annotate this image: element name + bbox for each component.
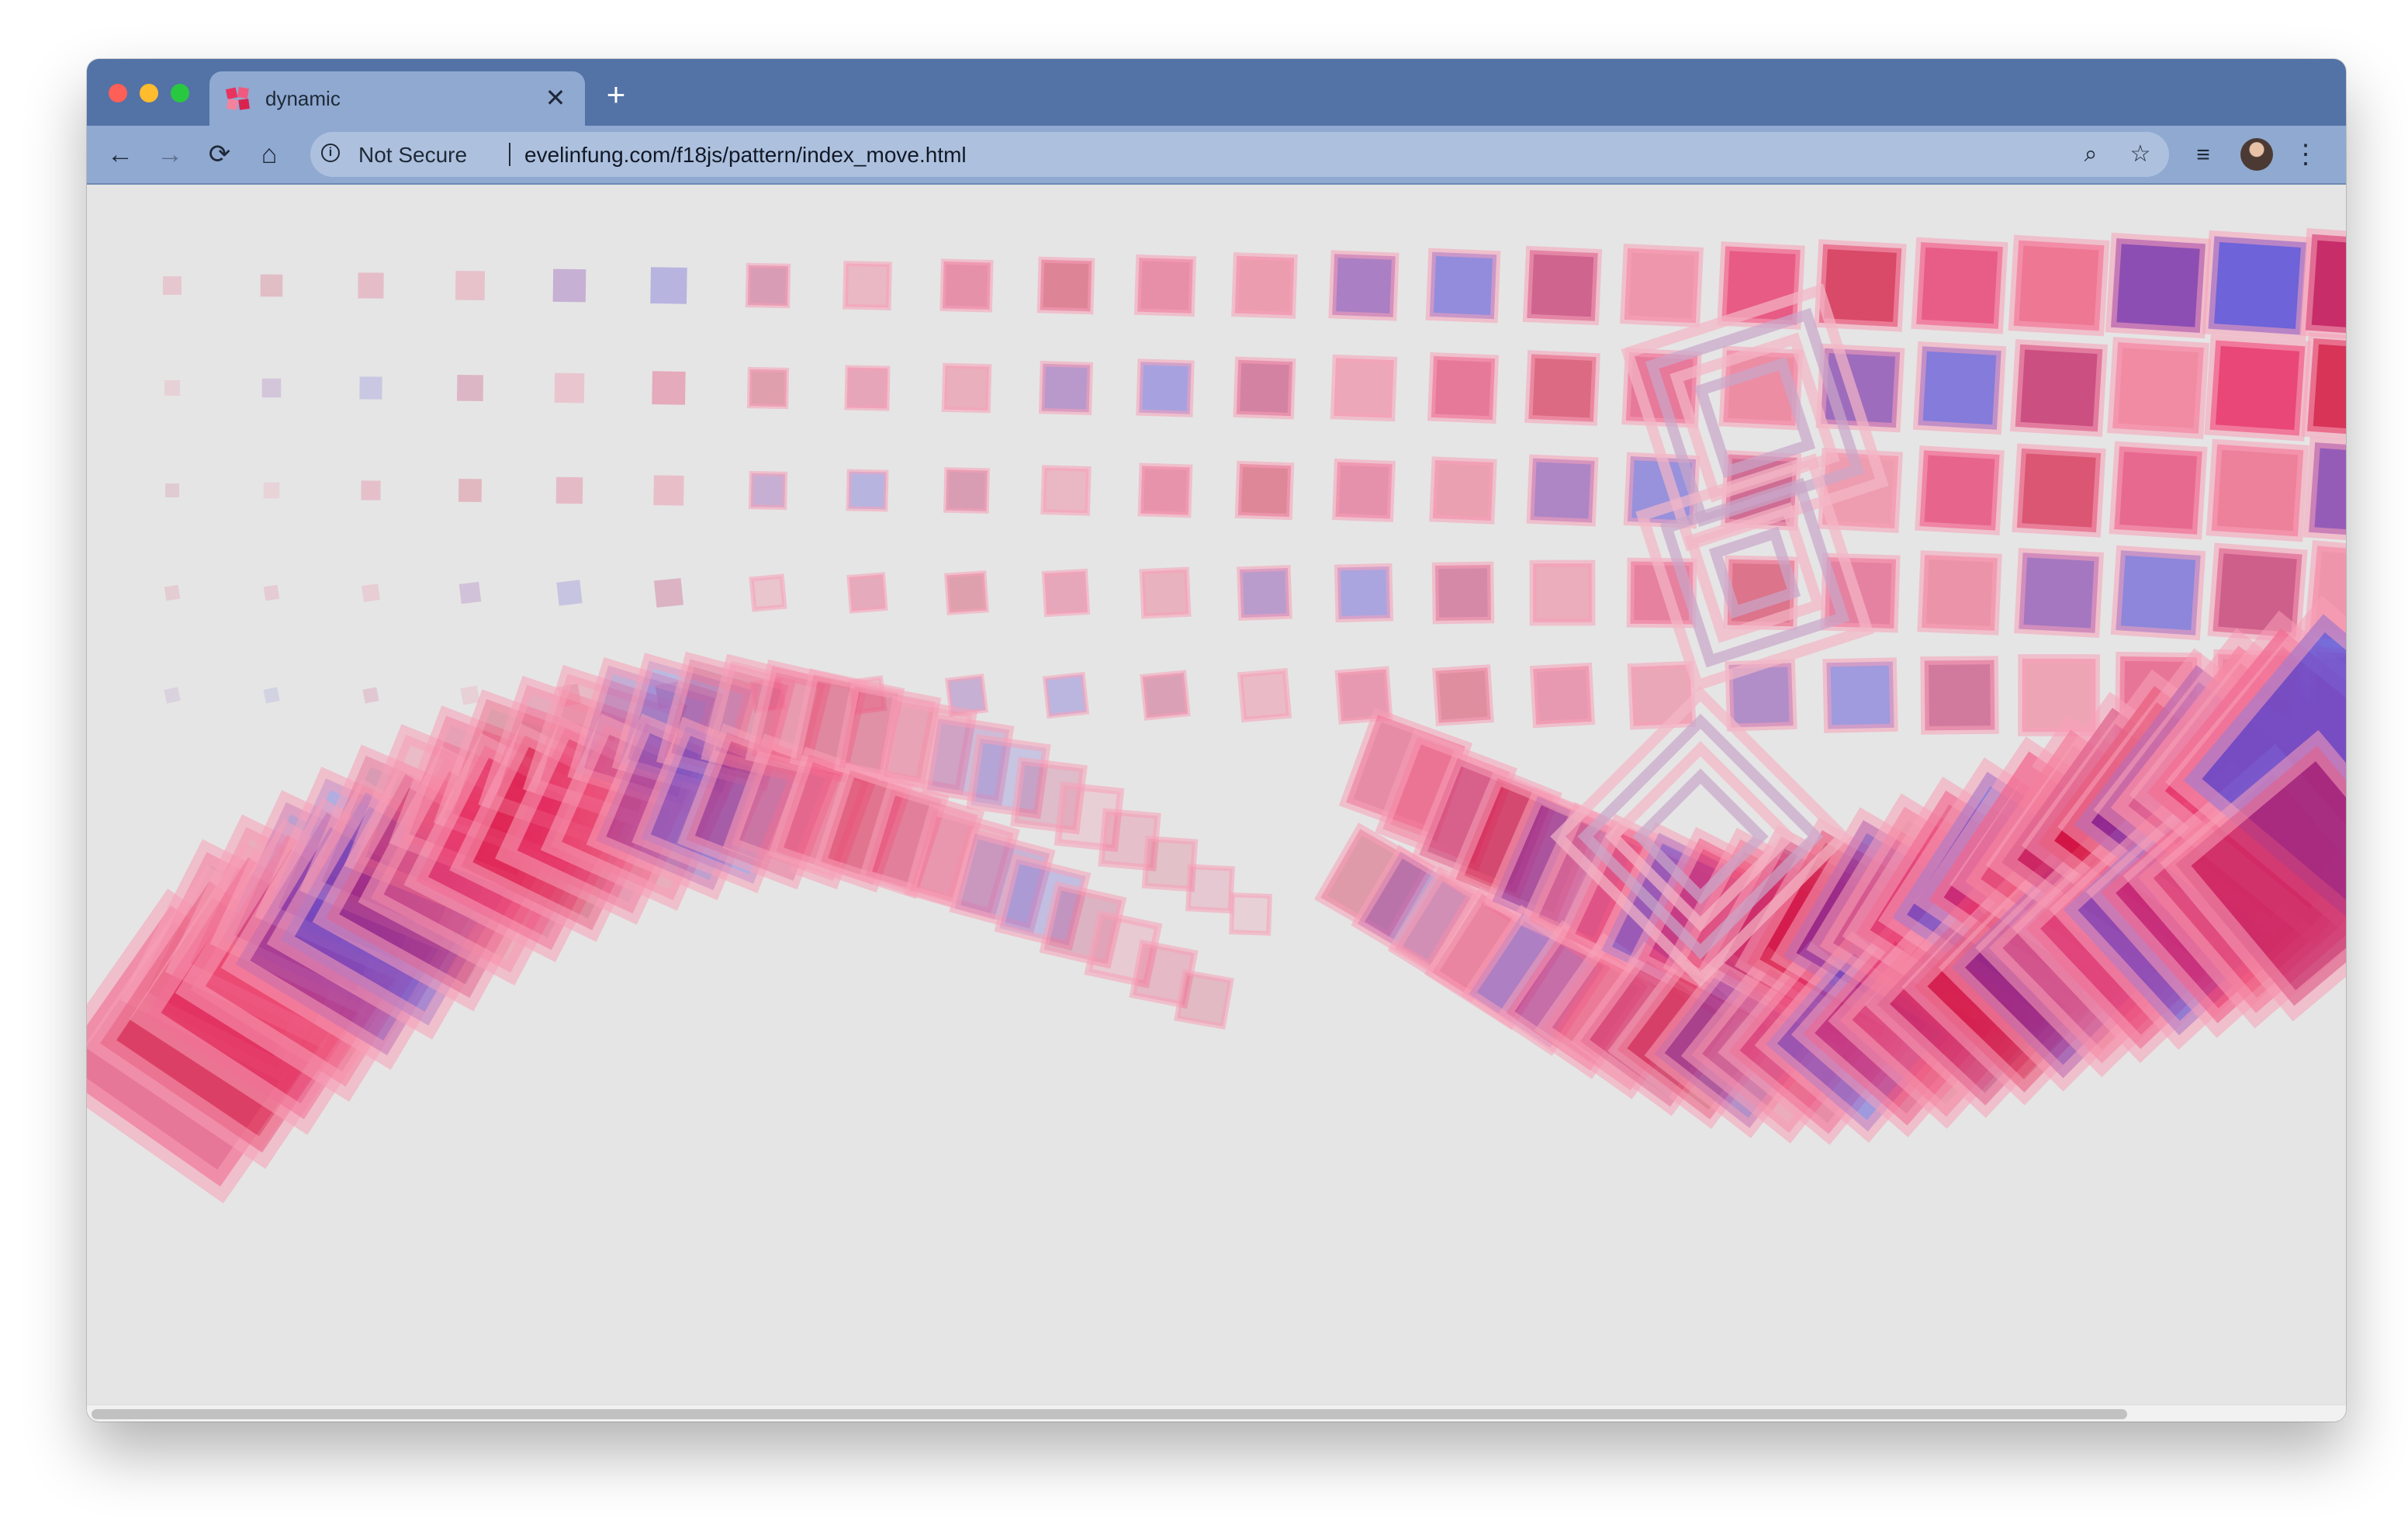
close-window-button[interactable]: [109, 84, 127, 102]
avatar[interactable]: [2240, 138, 2273, 171]
tab-strip: dynamic ✕ +: [87, 59, 2346, 126]
security-label[interactable]: Not Secure: [358, 143, 468, 167]
minimize-window-button[interactable]: [140, 84, 158, 102]
tab-dynamic[interactable]: dynamic ✕: [209, 71, 585, 126]
star-icon[interactable]: ☆: [2129, 141, 2151, 167]
horizontal-scrollbar[interactable]: [87, 1405, 2346, 1422]
home-icon[interactable]: ⌂: [261, 140, 278, 169]
address-bar[interactable]: i Not Secure evelinfung.com/f18js/patter…: [310, 132, 2169, 177]
zoom-window-button[interactable]: [171, 84, 189, 102]
new-tab-button[interactable]: +: [606, 76, 626, 113]
info-icon[interactable]: i: [321, 144, 340, 162]
back-icon[interactable]: ←: [107, 140, 133, 169]
browser-toolbar: ← → ⟳ ⌂ i Not Secure evelinfung.com/f18j…: [87, 126, 2346, 185]
tab-close-icon[interactable]: ✕: [545, 84, 566, 112]
favicon-icon: [225, 87, 250, 110]
tab-title: dynamic: [265, 87, 341, 110]
media-controls-icon[interactable]: ≡: [2196, 142, 2210, 168]
omnibox-divider: [509, 143, 510, 166]
forward-icon[interactable]: →: [157, 140, 183, 169]
scrollbar-thumb[interactable]: [92, 1409, 2127, 1419]
generative-squares-art: [87, 227, 2346, 1204]
kebab-menu-icon[interactable]: ⋮: [2292, 140, 2319, 169]
page-canvas[interactable]: [87, 185, 2346, 1405]
zoom-icon[interactable]: ⌕: [2084, 141, 2098, 167]
browser-window: dynamic ✕ + ← → ⟳ ⌂ i Not Secure evelinf…: [87, 59, 2346, 1422]
reload-icon[interactable]: ⟳: [208, 140, 231, 169]
url-text[interactable]: evelinfung.com/f18js/pattern/index_move.…: [524, 143, 967, 167]
